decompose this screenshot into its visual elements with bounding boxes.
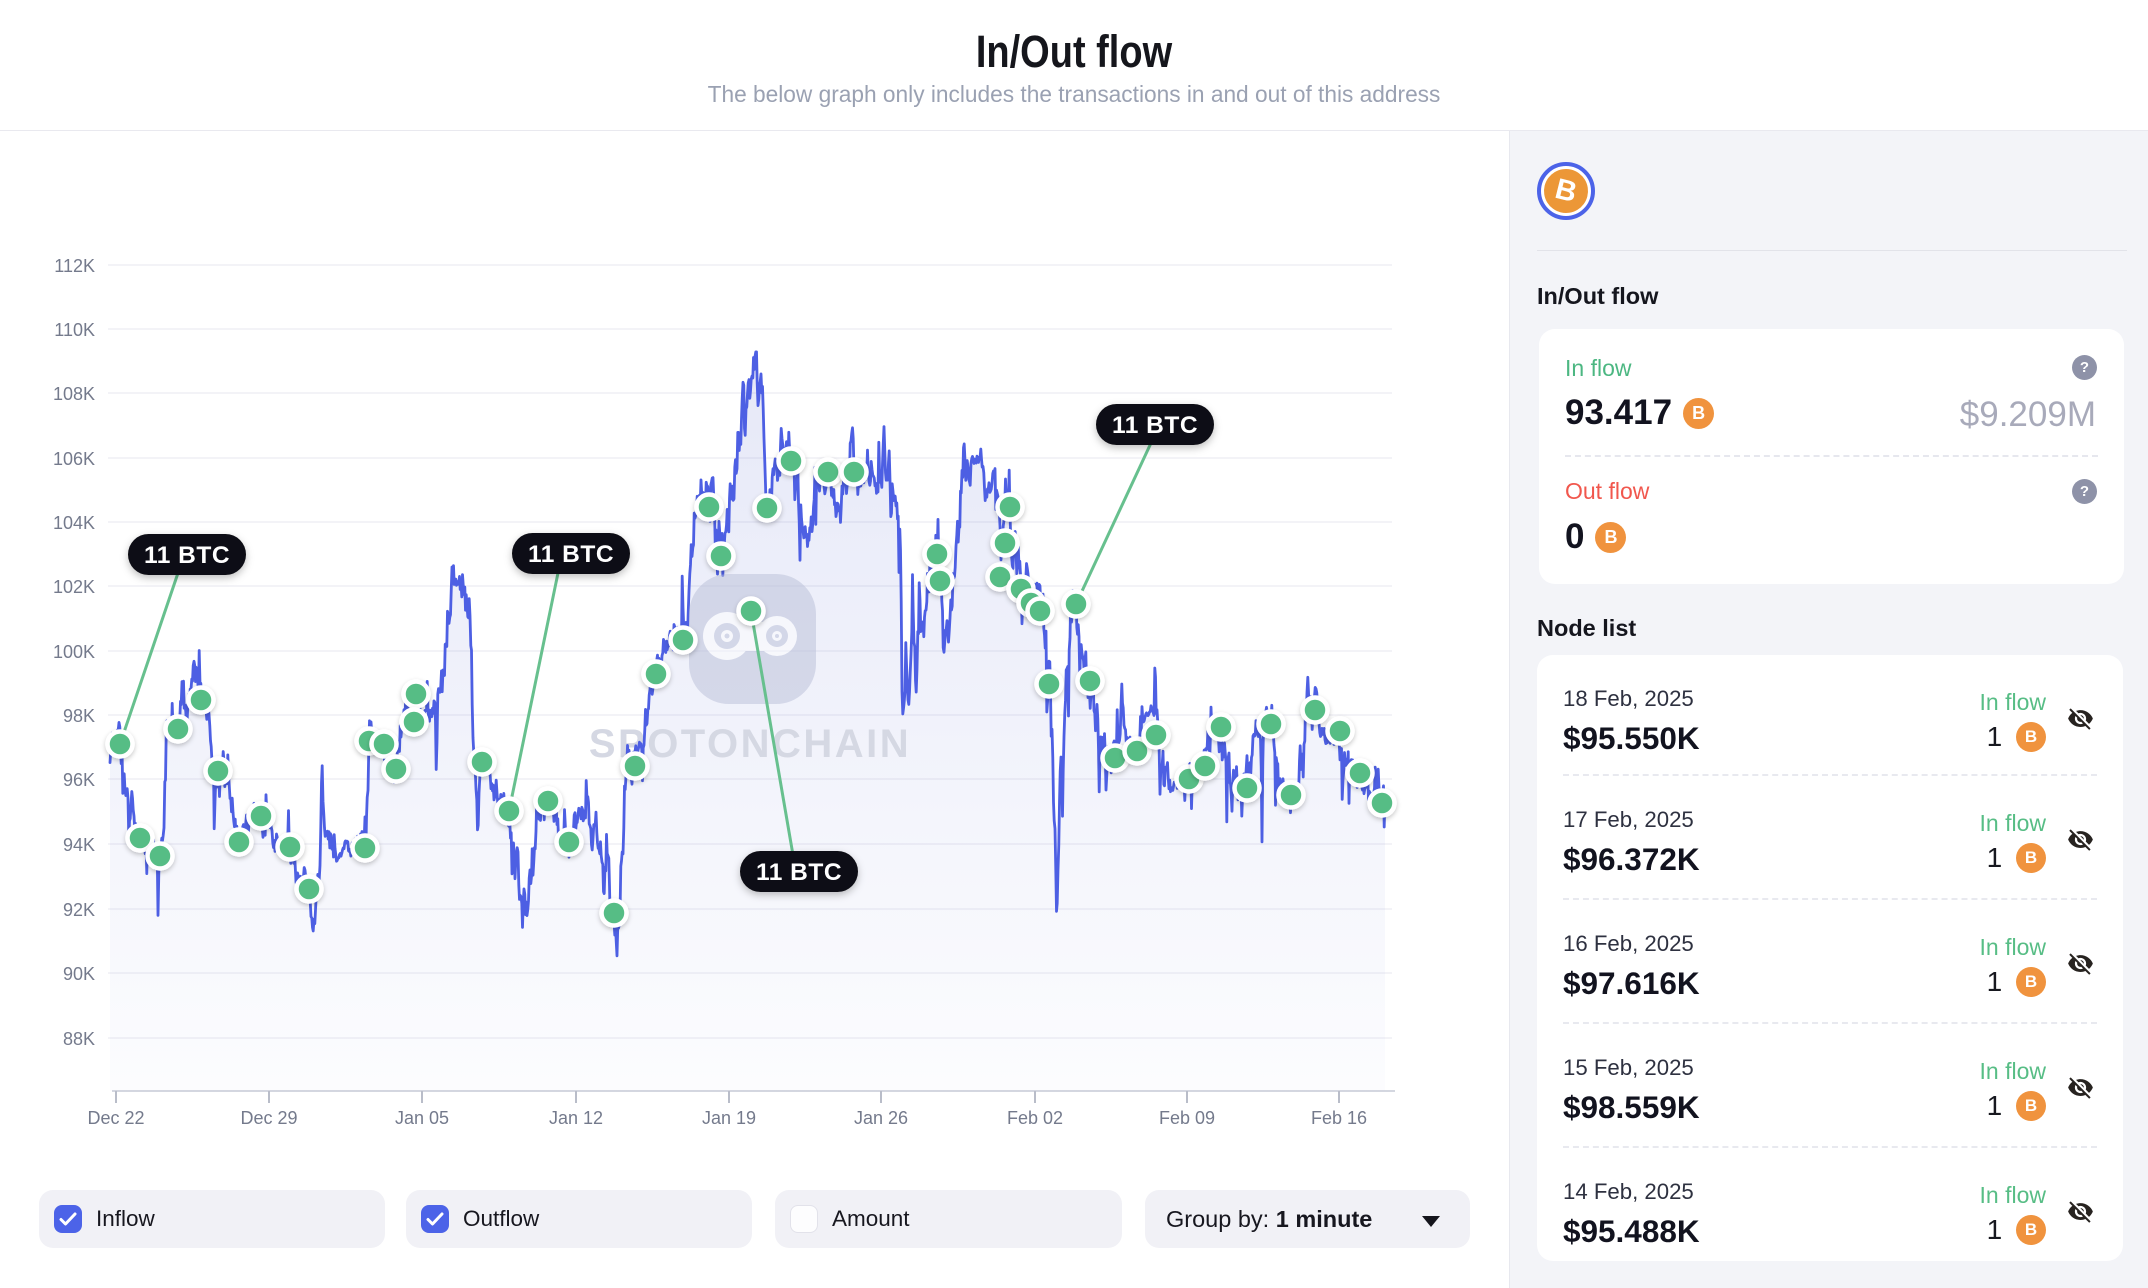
svg-text:Jan 05: Jan 05: [395, 1108, 449, 1128]
svg-text:Jan 26: Jan 26: [854, 1108, 908, 1128]
svg-text:106K: 106K: [53, 449, 95, 469]
svg-text:108K: 108K: [53, 384, 95, 404]
svg-text:11 BTC: 11 BTC: [1112, 412, 1198, 439]
svg-text:Feb 02: Feb 02: [1007, 1108, 1063, 1128]
svg-text:98K: 98K: [63, 706, 95, 726]
svg-text:Jan 12: Jan 12: [549, 1108, 603, 1128]
svg-text:Dec 29: Dec 29: [240, 1108, 297, 1128]
svg-text:88K: 88K: [63, 1029, 95, 1049]
svg-text:104K: 104K: [53, 513, 95, 533]
svg-text:Dec 22: Dec 22: [87, 1108, 144, 1128]
svg-text:90K: 90K: [63, 964, 95, 984]
svg-text:11 BTC: 11 BTC: [144, 542, 230, 569]
svg-text:11 BTC: 11 BTC: [528, 541, 614, 568]
svg-text:94K: 94K: [63, 835, 95, 855]
svg-text:100K: 100K: [53, 642, 95, 662]
svg-text:92K: 92K: [63, 900, 95, 920]
svg-text:Feb 16: Feb 16: [1311, 1108, 1367, 1128]
svg-text:Jan 19: Jan 19: [702, 1108, 756, 1128]
svg-text:110K: 110K: [54, 320, 95, 340]
svg-text:11 BTC: 11 BTC: [756, 859, 842, 886]
svg-text:102K: 102K: [53, 577, 95, 597]
svg-text:112K: 112K: [54, 256, 95, 276]
svg-text:Feb 09: Feb 09: [1159, 1108, 1215, 1128]
svg-text:96K: 96K: [63, 770, 95, 790]
